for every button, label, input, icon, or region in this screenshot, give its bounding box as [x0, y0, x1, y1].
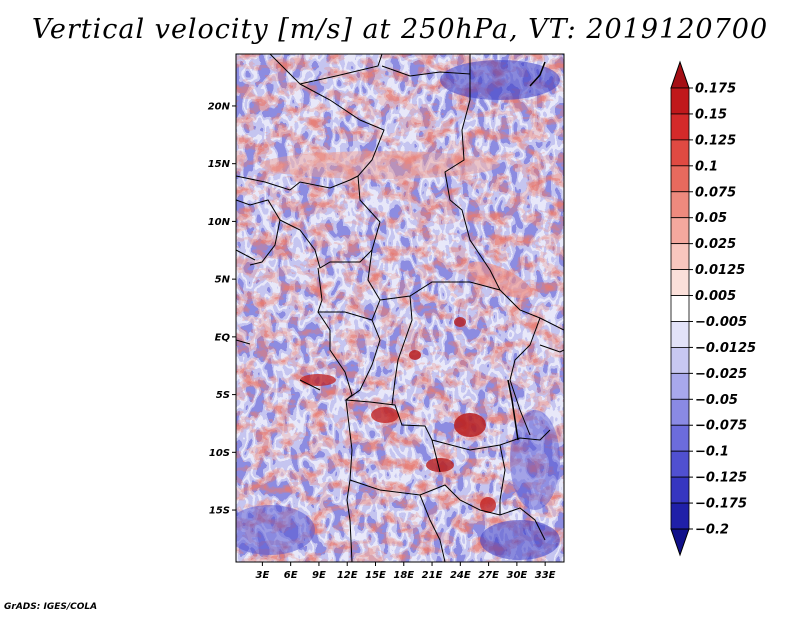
colorbar-label: −0.05: [695, 393, 738, 408]
colorbar-label: 0.0125: [695, 263, 745, 278]
country-borders: [236, 54, 564, 562]
colorbar-label: −0.0125: [695, 341, 756, 356]
colorbar-label: −0.1: [695, 445, 729, 460]
colorbar-bin: [670, 295, 690, 322]
lon-tick-label: 3E: [255, 570, 269, 581]
colorbar-bin: [670, 372, 690, 400]
colorbar-label: 0.1: [695, 159, 718, 174]
colorbar-bin: [670, 450, 690, 478]
colorbar-label: 0.15: [695, 107, 727, 122]
longitude-axis: 3E 6E 9E 12E 15E 18E 21E 24E 27E 30E 33E: [255, 562, 556, 581]
colorbar-label: 0.025: [695, 237, 736, 252]
colorbar-bin: [670, 217, 690, 245]
lon-tick-label: 15E: [365, 570, 386, 581]
chart-title: Vertical velocity [m/s] at 250hPa, VT: 2…: [31, 14, 769, 45]
lat-tick-label: EQ: [215, 332, 231, 343]
colorbar-label: −0.125: [695, 471, 747, 486]
lat-tick-label: 10S: [209, 448, 230, 459]
colorbar-label: −0.2: [695, 523, 729, 538]
colorbar-bin: [670, 476, 690, 504]
colorbar-bin: [670, 191, 690, 219]
colorbar-bin: [670, 502, 690, 530]
colorbar-bin: [670, 398, 690, 426]
colorbar-top-arrow: [670, 60, 690, 89]
latitude-axis: 20N 15N 10N 5N EQ 5S 10S 15S: [208, 101, 236, 517]
lat-tick-label: 15S: [209, 506, 230, 517]
colorbar-label: 0.075: [695, 185, 736, 200]
lon-tick-label: 24E: [450, 570, 471, 581]
lat-tick-label: 5N: [215, 275, 231, 286]
lon-tick-label: 30E: [506, 570, 527, 581]
lon-tick-label: 18E: [393, 570, 414, 581]
lon-tick-label: 27E: [478, 570, 499, 581]
colorbar: 0.175 0.15 0.125 0.1 0.075 0.05 0.025 0.0125 0.0…: [670, 60, 756, 557]
colorbar-bin: [670, 347, 690, 374]
lat-tick-label: 5S: [216, 390, 230, 401]
lon-tick-label: 9E: [312, 570, 326, 581]
colorbar-label: 0.005: [695, 289, 736, 304]
map-frame: [235, 53, 565, 563]
colorbar-bin: [670, 165, 690, 193]
colorbar-label: 0.175: [695, 82, 736, 97]
lon-tick-label: 21E: [422, 570, 443, 581]
lon-tick-label: 33E: [535, 570, 556, 581]
velocity-field-pattern: [236, 54, 564, 562]
colorbar-label: −0.025: [695, 367, 747, 382]
colorbar-label: 0.125: [695, 133, 736, 148]
footer-credit: GrADS: IGES/COLA: [4, 602, 98, 612]
colorbar-bin: [670, 87, 690, 115]
colorbar-bin: [670, 139, 690, 167]
colorbar-bin: [670, 269, 690, 296]
lat-tick-label: 20N: [208, 101, 231, 112]
lat-tick-label: 15N: [208, 159, 231, 170]
lon-tick-label: 12E: [337, 570, 358, 581]
lon-tick-label: 6E: [284, 570, 298, 581]
colorbar-label: −0.075: [695, 419, 747, 434]
lat-tick-label: 10N: [208, 217, 231, 228]
map-panel: 20N 15N 10N 5N EQ 5S 10S 15S 3E 6E 9E 12E 15E 18E 21E…: [208, 53, 565, 581]
colorbar-label: 0.05: [695, 211, 727, 226]
colorbar-bottom-arrow: [670, 528, 690, 557]
colorbar-label: −0.005: [695, 315, 747, 330]
colorbar-label: −0.175: [695, 497, 747, 512]
colorbar-bin: [670, 321, 690, 348]
colorbar-bin: [670, 424, 690, 452]
colorbar-bin: [670, 113, 690, 141]
colorbar-bin: [670, 243, 690, 270]
